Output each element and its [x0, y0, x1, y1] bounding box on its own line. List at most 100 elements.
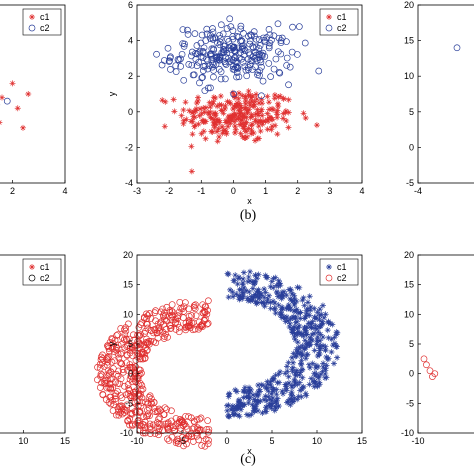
point-c1	[252, 111, 259, 118]
point-c1	[279, 294, 286, 301]
point-c2	[113, 332, 120, 339]
point-c1	[262, 393, 269, 400]
point-c1	[287, 315, 294, 322]
point-c2	[126, 344, 134, 352]
point-c2	[183, 440, 190, 448]
point-c1	[20, 124, 26, 131]
point-c1	[299, 374, 306, 381]
point-c2	[230, 90, 237, 98]
point-c1	[227, 120, 234, 127]
point-c1	[234, 412, 241, 419]
point-c2	[283, 38, 290, 45]
point-c2	[188, 433, 196, 441]
legend-marker	[28, 24, 36, 32]
point-c2	[431, 370, 439, 378]
x-tick-label: 10	[18, 436, 28, 446]
point-c2	[209, 28, 217, 36]
point-c1	[264, 381, 271, 388]
point-c1	[308, 336, 315, 343]
point-c1	[216, 133, 223, 140]
point-c1	[236, 286, 243, 293]
point-c2	[199, 67, 207, 75]
point-c1	[235, 274, 242, 281]
point-c1	[299, 384, 306, 391]
point-c2	[199, 301, 207, 309]
point-c2	[207, 84, 214, 92]
point-c1	[285, 359, 292, 366]
point-c1	[224, 123, 231, 130]
point-c1	[263, 384, 270, 391]
point-c2	[161, 316, 168, 324]
point-c1	[285, 373, 292, 380]
point-c1	[236, 100, 243, 107]
point-c1	[241, 123, 248, 130]
point-c1	[232, 116, 239, 123]
point-c1	[222, 102, 229, 109]
point-c1	[246, 288, 253, 295]
point-c2	[248, 31, 255, 39]
point-c2	[188, 312, 195, 319]
point-c2	[265, 44, 273, 52]
point-c1	[260, 299, 267, 306]
x-tick-label: 5	[269, 436, 274, 446]
point-c2	[104, 354, 112, 361]
point-c1	[322, 370, 329, 377]
point-c2	[174, 312, 182, 319]
point-c1	[200, 105, 207, 112]
point-c1	[235, 397, 242, 404]
point-c2	[126, 392, 134, 400]
point-c1	[323, 362, 330, 369]
y-tick-label: 2	[128, 71, 133, 81]
point-c1	[292, 369, 299, 376]
point-c1	[291, 382, 298, 389]
point-c1	[233, 405, 240, 412]
point-c2	[138, 399, 146, 406]
point-c2	[197, 39, 205, 47]
point-c1	[299, 297, 306, 304]
point-c1	[242, 104, 249, 111]
point-c1	[270, 386, 277, 393]
point-c1	[293, 367, 300, 374]
point-c1	[294, 381, 301, 388]
point-c1	[271, 300, 278, 307]
point-c2	[122, 407, 130, 414]
point-c1	[258, 96, 265, 103]
point-c1	[255, 135, 262, 142]
point-c2	[235, 73, 243, 81]
point-c1	[320, 363, 327, 370]
point-c2	[193, 62, 201, 70]
point-c2	[137, 331, 145, 338]
point-c1	[308, 375, 315, 382]
point-c2	[453, 44, 461, 52]
point-c1	[232, 94, 239, 101]
point-c2	[216, 31, 223, 39]
point-c2	[301, 39, 309, 47]
point-c1	[285, 302, 292, 309]
point-c1	[284, 368, 291, 375]
point-c2	[155, 427, 163, 435]
point-c2	[250, 44, 257, 52]
point-c1	[275, 302, 282, 309]
point-c2	[154, 334, 162, 342]
point-c1	[312, 372, 319, 379]
point-c2	[107, 384, 115, 392]
point-c2	[214, 39, 221, 47]
point-c1	[208, 128, 215, 135]
point-c1	[218, 102, 225, 109]
point-c1	[255, 100, 262, 107]
point-c1	[297, 309, 304, 316]
point-c1	[263, 274, 270, 281]
point-c2	[111, 357, 119, 365]
point-c2	[265, 60, 273, 67]
point-c1	[272, 306, 279, 313]
point-c2	[265, 42, 273, 50]
point-c2	[150, 329, 157, 337]
point-c2	[117, 391, 124, 399]
point-c2	[127, 394, 135, 401]
point-c2	[184, 31, 192, 38]
point-c2	[201, 315, 209, 322]
point-c2	[217, 75, 225, 83]
